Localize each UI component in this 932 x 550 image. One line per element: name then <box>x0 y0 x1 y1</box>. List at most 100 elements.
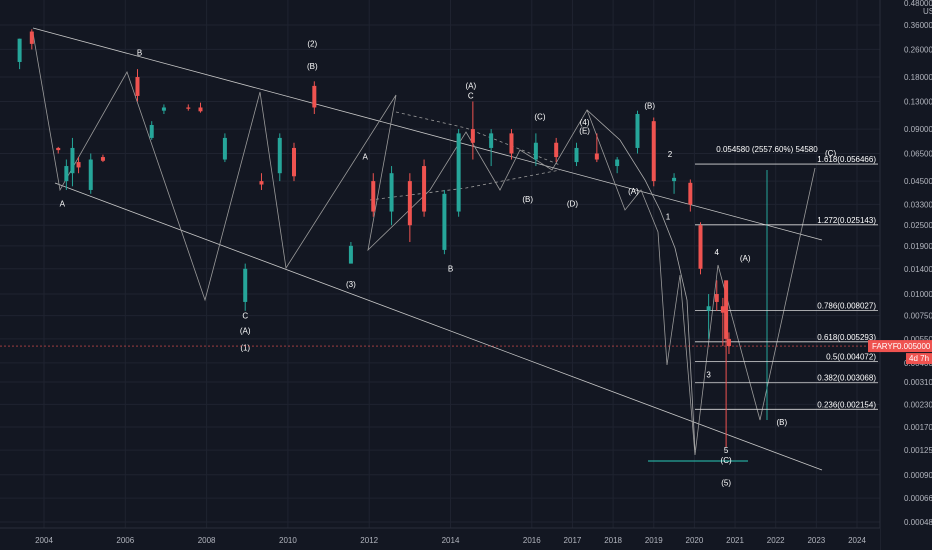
candle-body <box>161 107 166 111</box>
candle-body <box>186 107 191 109</box>
candle-body <box>724 280 729 339</box>
candle-body <box>688 182 693 205</box>
candle-body <box>442 193 447 250</box>
wave-label: A <box>362 153 368 162</box>
candle-body <box>198 107 203 112</box>
candle-body <box>56 147 61 151</box>
wave-label: (C) <box>721 456 732 465</box>
time-tick-label: 2008 <box>198 536 216 545</box>
wave-label: 3 <box>706 370 711 379</box>
candle-body <box>70 147 75 174</box>
candle-body <box>17 38 22 62</box>
wave-label: (E) <box>579 126 590 135</box>
chart-grid <box>0 0 880 528</box>
candle-body <box>554 142 559 158</box>
wave-label: (B) <box>522 195 533 204</box>
candle-body <box>371 181 376 212</box>
time-tick-label: 2024 <box>848 536 866 545</box>
countdown-tag <box>906 353 932 365</box>
candle-body <box>76 162 81 168</box>
projection-curve <box>586 109 696 451</box>
candle-body <box>149 125 154 138</box>
wave-label: 1 <box>666 212 671 221</box>
candle-body <box>672 177 677 182</box>
candle-body <box>635 114 640 148</box>
time-tick-label: 2021 <box>726 536 744 545</box>
candle-body <box>291 147 296 177</box>
candle-body <box>594 153 599 160</box>
wave-label: (C) <box>825 149 836 158</box>
price-overlay: FARYF 0.005000 4d 7h <box>0 340 932 365</box>
time-tick-label: 2017 <box>564 536 582 545</box>
time-tick-label: 2020 <box>686 536 704 545</box>
price-tick-label: 0.480000 <box>904 0 932 8</box>
candle-body <box>533 142 538 160</box>
wave-label: (D) <box>567 200 578 209</box>
wave-label: B <box>137 48 142 57</box>
time-tick-label: 2004 <box>35 536 53 545</box>
wave-label: (B) <box>307 62 318 71</box>
candle-body <box>135 77 140 96</box>
elliott-wave-labels: A B C (A) (1) (2) (B) A (3) B (A) C (C) (B) (4)(E) (D) (… <box>60 40 837 488</box>
candle-body <box>698 225 703 269</box>
candle-body <box>615 159 620 167</box>
fib-level-label: 0.236(0.002154) <box>817 400 876 409</box>
candle-body <box>277 137 282 174</box>
wave-label: A <box>60 200 66 209</box>
wave-label: (B) <box>644 102 655 111</box>
candle-body <box>259 181 264 185</box>
wave-label: 2 <box>668 150 673 159</box>
candle-body <box>720 306 725 313</box>
candle-body <box>389 173 394 212</box>
price-tick-label: 0.000480 <box>904 518 932 527</box>
candle-body <box>348 245 353 264</box>
time-tick-label: 2019 <box>645 536 663 545</box>
candle-body <box>422 166 427 212</box>
candlestick-series <box>17 29 731 448</box>
candle-body <box>100 157 105 161</box>
wave-label: C <box>242 312 248 321</box>
candle-body <box>29 31 34 44</box>
candle-body <box>651 121 656 182</box>
wave-label: B <box>448 265 453 274</box>
wave-label: (5) <box>721 479 731 488</box>
wave-label: (4) <box>580 118 590 127</box>
time-axis-bg <box>0 528 880 550</box>
dashed-triangle-bottom <box>369 169 561 201</box>
countdown-label: 4d 7h <box>909 354 929 363</box>
wave-label: (A) <box>740 254 751 263</box>
wave-label: (1) <box>240 344 250 353</box>
time-tick-label: 2016 <box>523 536 541 545</box>
time-tick-label: 2023 <box>807 536 825 545</box>
candle-body <box>509 133 514 154</box>
candle-body <box>64 166 69 182</box>
fib-extension-levels: 1.618(0.056466) 1.272(0.025143) 0.786(0.00… <box>695 145 878 410</box>
time-axis[interactable]: 2004 2006 2008 2010 2012 2014 2016 2017 2018 2019… <box>0 527 880 550</box>
price-axis-bg <box>880 0 932 550</box>
candle-body <box>312 85 317 108</box>
fib-level-label: 0.382(0.003068) <box>817 374 876 383</box>
wave-label: (A) <box>628 187 639 196</box>
time-tick-label: 2010 <box>279 536 297 545</box>
candle-body <box>574 147 579 163</box>
dashed-triangle-top <box>395 111 561 166</box>
elliott-wave-path <box>32 32 816 456</box>
trend-lines <box>32 27 823 471</box>
fib-level-label: 0.5(0.004072) <box>826 352 876 361</box>
